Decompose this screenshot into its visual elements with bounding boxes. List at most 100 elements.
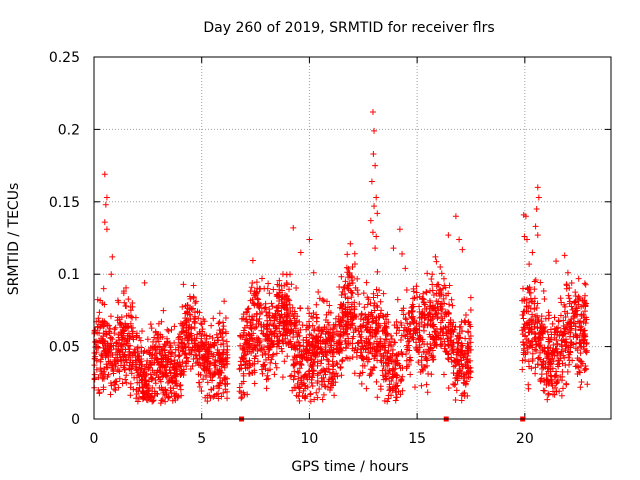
data-point bbox=[411, 384, 418, 391]
data-point bbox=[576, 295, 583, 302]
y-tick-label: 0.05 bbox=[49, 340, 80, 356]
data-point bbox=[528, 321, 535, 328]
data-point bbox=[464, 359, 471, 366]
data-point bbox=[127, 313, 134, 320]
data-point bbox=[123, 372, 130, 379]
data-point bbox=[347, 240, 354, 247]
data-point bbox=[122, 376, 129, 383]
data-point bbox=[566, 300, 573, 307]
data-point bbox=[527, 339, 534, 346]
data-point bbox=[566, 295, 573, 302]
data-point bbox=[318, 367, 325, 374]
data-point bbox=[291, 308, 298, 315]
data-point bbox=[264, 337, 271, 344]
data-point bbox=[336, 318, 343, 325]
data-point bbox=[154, 331, 161, 338]
y-tick-label: 0.1 bbox=[58, 267, 80, 283]
data-point bbox=[314, 362, 321, 369]
data-point bbox=[167, 361, 174, 368]
data-point bbox=[578, 343, 585, 350]
data-point bbox=[526, 289, 533, 296]
data-point bbox=[224, 395, 231, 402]
data-point bbox=[429, 347, 436, 354]
data-point bbox=[441, 313, 448, 320]
data-point bbox=[305, 324, 312, 331]
data-point bbox=[224, 346, 231, 353]
data-point bbox=[270, 330, 277, 337]
data-point bbox=[458, 373, 465, 380]
data-point bbox=[527, 295, 534, 302]
data-point bbox=[555, 324, 562, 331]
data-point bbox=[222, 330, 229, 337]
data-point bbox=[456, 365, 463, 372]
data-point bbox=[317, 346, 324, 353]
data-point bbox=[361, 362, 368, 369]
data-point bbox=[416, 308, 423, 315]
data-point bbox=[368, 178, 375, 185]
data-point bbox=[277, 314, 284, 321]
data-point bbox=[556, 388, 563, 395]
data-point bbox=[424, 389, 431, 396]
data-point bbox=[428, 275, 435, 282]
data-point bbox=[363, 335, 370, 342]
data-point bbox=[367, 366, 374, 373]
y-tick-label: 0.25 bbox=[49, 50, 80, 66]
data-point bbox=[262, 304, 269, 311]
data-point bbox=[296, 365, 303, 372]
data-point bbox=[288, 319, 295, 326]
data-point bbox=[165, 349, 172, 356]
data-point bbox=[152, 347, 159, 354]
data-point bbox=[311, 359, 318, 366]
data-point bbox=[400, 327, 407, 334]
data-point bbox=[423, 305, 430, 312]
y-tick-label: 0.15 bbox=[49, 195, 80, 211]
data-point bbox=[203, 372, 210, 379]
data-point bbox=[452, 397, 459, 404]
data-point bbox=[570, 333, 577, 340]
data-point bbox=[143, 348, 150, 355]
data-point bbox=[92, 344, 99, 351]
data-point bbox=[519, 357, 526, 364]
data-point bbox=[557, 373, 564, 380]
data-point bbox=[532, 370, 539, 377]
data-point bbox=[467, 307, 474, 314]
data-point bbox=[307, 390, 314, 397]
data-point bbox=[346, 271, 353, 278]
data-point bbox=[538, 375, 545, 382]
data-point bbox=[206, 370, 213, 377]
data-point bbox=[315, 288, 322, 295]
data-point bbox=[363, 313, 370, 320]
data-point bbox=[451, 326, 458, 333]
data-point bbox=[560, 323, 567, 330]
data-point bbox=[364, 319, 371, 326]
data-point bbox=[217, 330, 224, 337]
data-point bbox=[373, 338, 380, 345]
data-point bbox=[213, 331, 220, 338]
data-point bbox=[268, 300, 275, 307]
data-point bbox=[273, 332, 280, 339]
data-point bbox=[113, 340, 120, 347]
data-point bbox=[390, 366, 397, 373]
data-point bbox=[445, 309, 452, 316]
data-point bbox=[377, 346, 384, 353]
data-point bbox=[144, 397, 151, 404]
data-point bbox=[269, 353, 276, 360]
data-point bbox=[100, 285, 107, 292]
data-point bbox=[270, 341, 277, 348]
data-point bbox=[371, 203, 378, 210]
data-point bbox=[210, 315, 217, 322]
data-point bbox=[248, 349, 255, 356]
data-point bbox=[162, 354, 169, 361]
x-axis-label: GPS time / hours bbox=[291, 459, 408, 475]
data-point bbox=[313, 349, 320, 356]
data-point bbox=[171, 363, 178, 370]
data-point bbox=[107, 334, 114, 341]
data-point bbox=[290, 356, 297, 363]
data-point bbox=[98, 351, 105, 358]
data-point bbox=[130, 350, 137, 357]
data-point bbox=[287, 271, 294, 278]
data-point bbox=[393, 330, 400, 337]
data-point bbox=[147, 321, 154, 328]
data-point bbox=[147, 362, 154, 369]
